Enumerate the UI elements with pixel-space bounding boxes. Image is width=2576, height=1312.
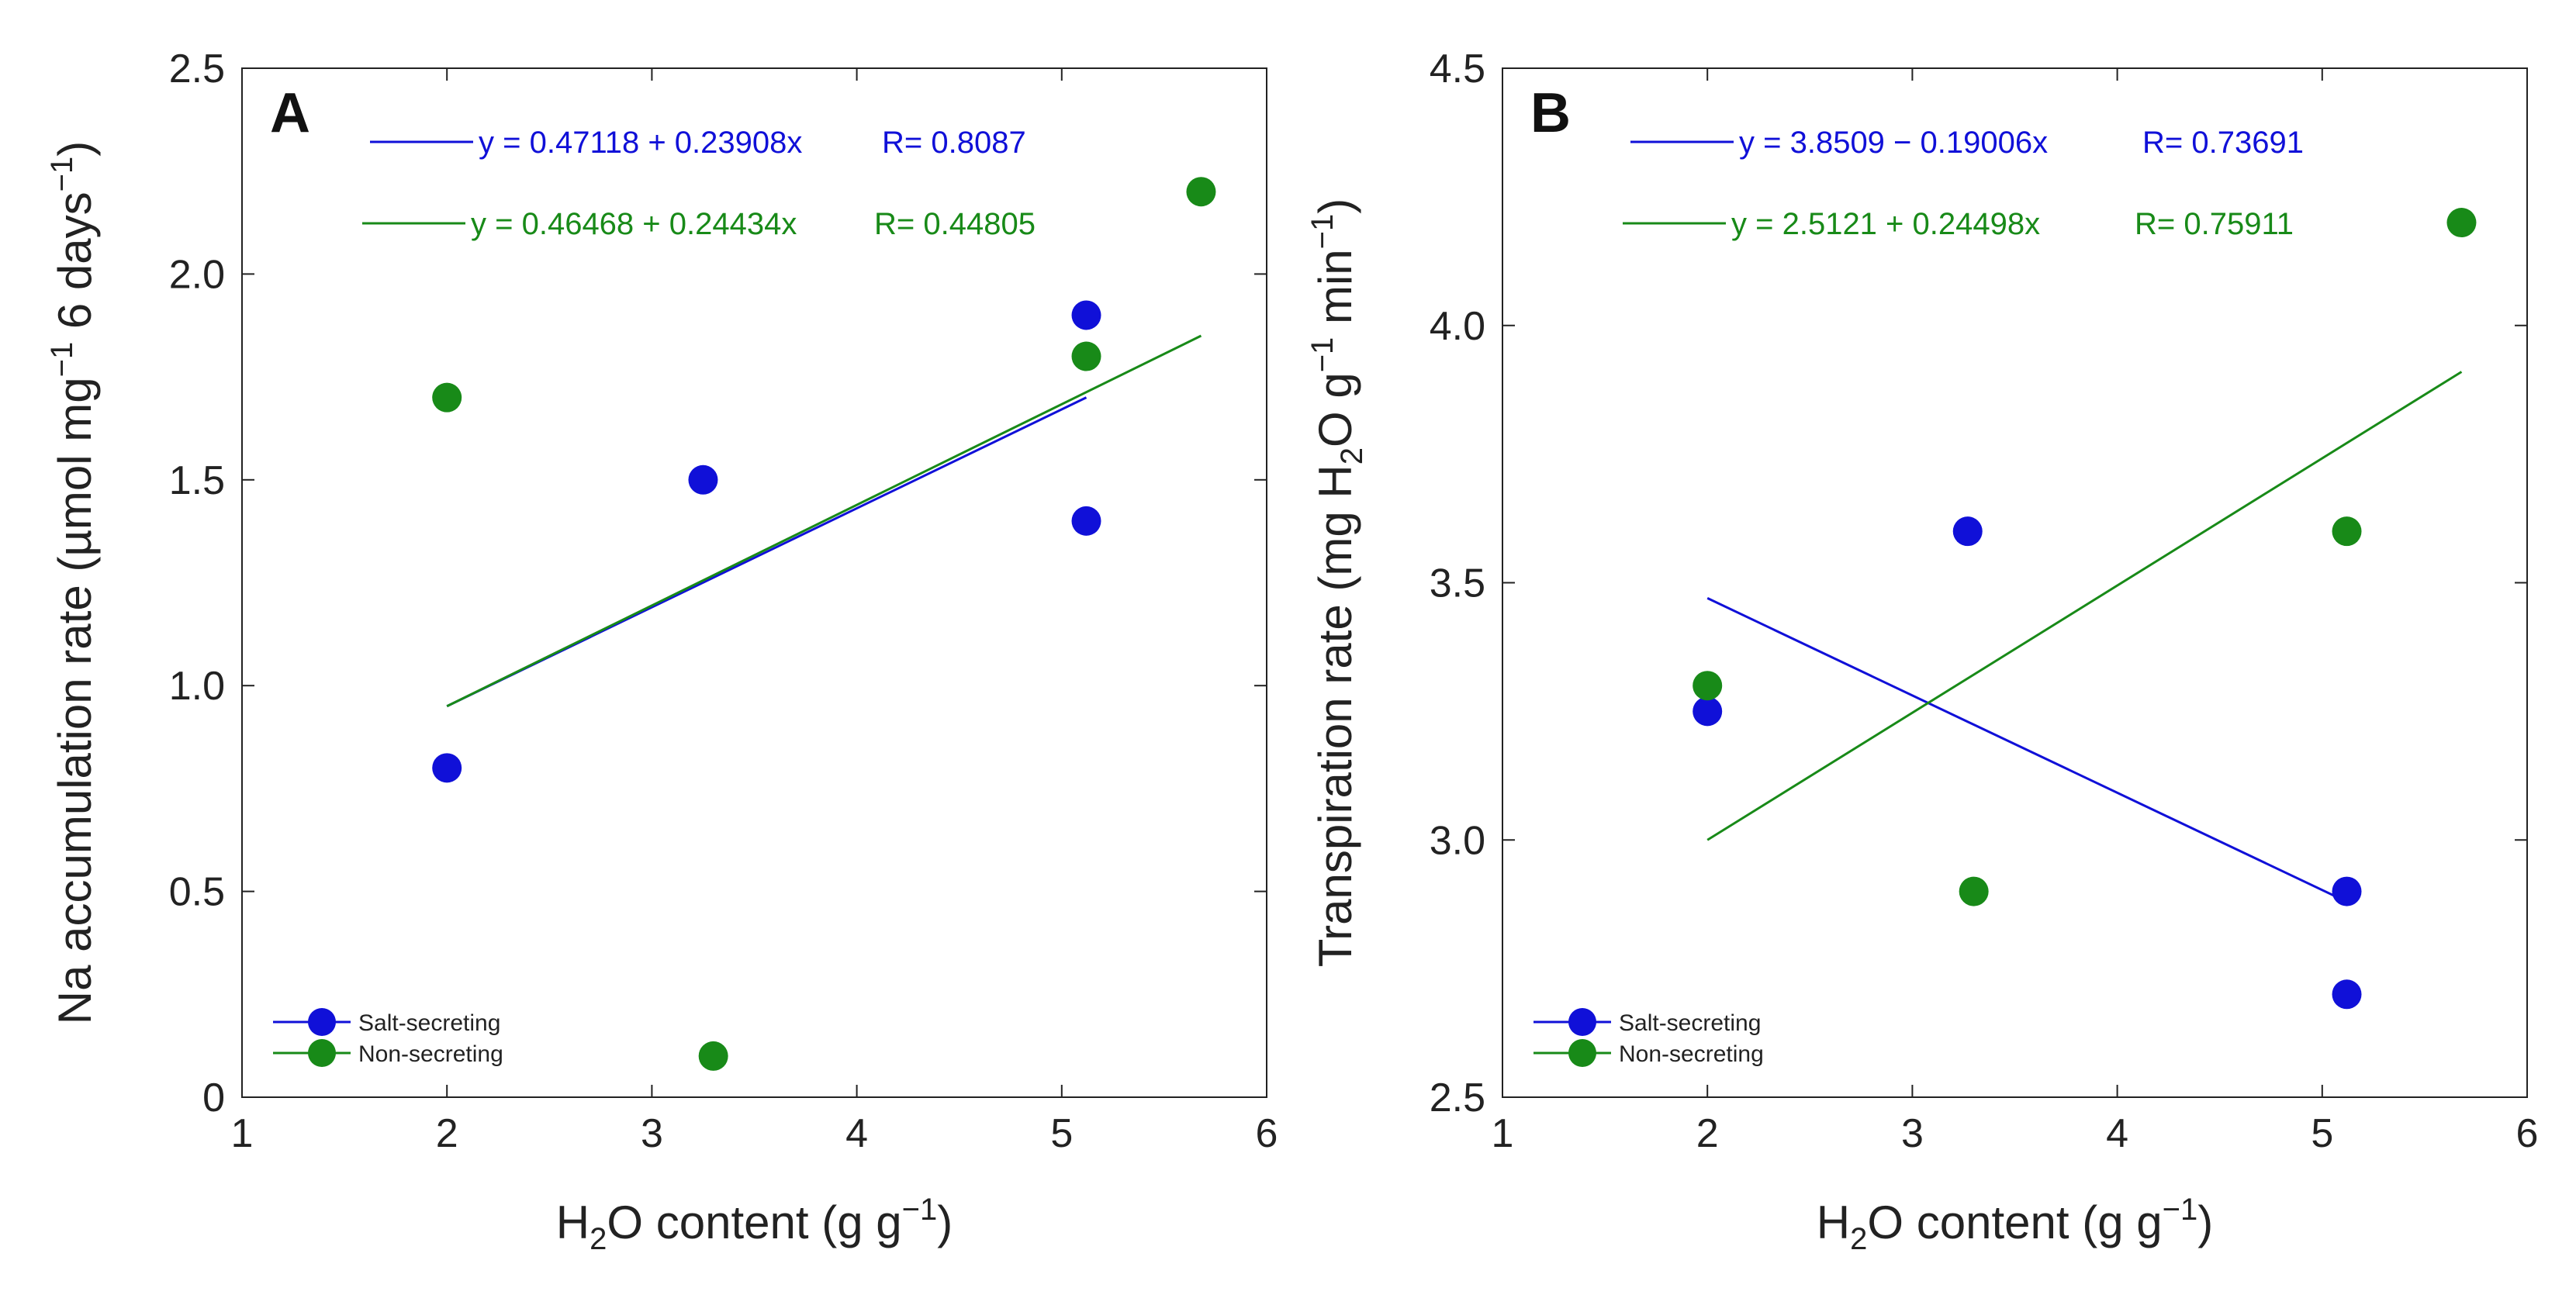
chart1-r-value: R= 0.73691 [2142, 126, 2304, 160]
chart1-point-salt-secreting [2332, 876, 2362, 906]
chart0-panel-label: A [270, 82, 310, 144]
chart1-legend-label: Salt-secreting [1619, 1010, 1761, 1036]
chart1-point-salt-secreting [1952, 516, 1983, 547]
chart1-point-salt-secreting [1693, 696, 1723, 727]
chart0-point-salt-secreting [1071, 300, 1101, 330]
chart0-x-axis-label: H2O content (g g−1) [556, 1193, 953, 1256]
chart0-y-axis-label: Na accumulation rate (µmol mg−1 6 days−1… [45, 141, 101, 1025]
chart0-point-non-secreting [698, 1041, 728, 1071]
chart1-x-tick-label: 4 [2106, 1111, 2128, 1156]
chart0-x-tick-label: 6 [1256, 1111, 1278, 1156]
chart0-point-salt-secreting [1071, 506, 1101, 536]
chart0-legend-marker [308, 1039, 336, 1067]
chart0-x-tick-label: 3 [641, 1111, 663, 1156]
chart0-point-non-secreting [432, 382, 462, 413]
chart1-x-axis-label: H2O content (g g−1) [1817, 1193, 2213, 1256]
chart0-point-non-secreting [1186, 177, 1216, 207]
chart0-y-tick-label: 1.0 [169, 664, 225, 709]
chart1-point-non-secreting [1693, 671, 1723, 701]
chart1-legend-label: Non-secreting [1619, 1041, 1764, 1067]
chart1-panel-label: B [1530, 82, 1571, 144]
chart0-legend-label: Non-secreting [358, 1041, 503, 1067]
chart1-equation: y = 3.8509 − 0.19006x [1739, 126, 2048, 160]
chart0-equation: y = 0.47118 + 0.23908x [479, 126, 802, 160]
chart1: 1 2 3 4 5 6 2.5 3.0 3.5 4.0 4.5 H2O content (g g−1)… [1305, 47, 2538, 1256]
chart1-legend-marker [1568, 1039, 1596, 1067]
chart0-x-tick-label: 4 [845, 1111, 868, 1156]
chart0-x-tick-label: 1 [231, 1111, 254, 1156]
chart1-x-tick-label: 6 [2516, 1111, 2539, 1156]
chart1-y-tick-label: 3.0 [1430, 818, 1485, 863]
chart1-x-tick-label: 5 [2311, 1111, 2333, 1156]
chart0-r-value: R= 0.8087 [882, 126, 1026, 160]
chart1-point-salt-secreting [2332, 979, 2362, 1010]
chart0-y-tick-label: 1.5 [169, 458, 225, 503]
chart0-y-tick-label: 2.0 [169, 252, 225, 297]
chart0-fit-line-non-secreting [446, 334, 1202, 708]
chart0-y-tick-label: 2.5 [169, 47, 225, 91]
chart1-point-non-secreting [2332, 516, 2362, 547]
chart0-y-tick-label: 0.5 [169, 870, 225, 915]
chart1-y-axis-label: Transpiration rate (mg H2O g−1 min−1) [1305, 199, 1369, 968]
chart1-point-non-secreting [2446, 208, 2477, 238]
chart0-point-salt-secreting [432, 753, 462, 783]
chart0-equation: y = 0.46468 + 0.24434x [471, 207, 797, 241]
chart0-y-tick-label: 0 [202, 1075, 225, 1120]
chart0-legend-label: Salt-secreting [358, 1010, 500, 1036]
chart1-y-tick-label: 3.5 [1430, 561, 1485, 606]
chart0-frame [241, 67, 1267, 1098]
chart0-x-tick-label: 2 [436, 1111, 458, 1156]
chart1-y-tick-label: 2.5 [1430, 1075, 1485, 1120]
chart1-x-tick-label: 3 [1901, 1111, 1924, 1156]
chart1-equation: y = 2.5121 + 0.24498x [1731, 207, 2040, 241]
chart0-point-non-secreting [1071, 341, 1101, 371]
chart0-r-value: R= 0.44805 [874, 207, 1036, 241]
chart1-fit-line-salt-secreting [1706, 597, 2348, 903]
chart1-y-tick-label: 4.0 [1430, 304, 1485, 349]
chart0-x-tick-label: 5 [1050, 1111, 1073, 1156]
chart1-y-tick-label: 4.5 [1430, 47, 1485, 91]
chart1-x-tick-label: 1 [1492, 1111, 1514, 1156]
chart0-legend-marker [308, 1008, 336, 1036]
chart1-x-tick-label: 2 [1696, 1111, 1719, 1156]
chart1-point-non-secreting [1959, 876, 1989, 906]
chart1-r-value: R= 0.75911 [2135, 207, 2294, 241]
chart0: 1 2 3 4 5 6 0 0.5 1.0 1.5 2.0 2.5 H2O content (g g−1… [45, 47, 1278, 1256]
chart1-fit-line-non-secreting [1706, 371, 2463, 841]
chart1-legend-marker [1568, 1008, 1596, 1036]
chart0-point-salt-secreting [688, 464, 718, 495]
